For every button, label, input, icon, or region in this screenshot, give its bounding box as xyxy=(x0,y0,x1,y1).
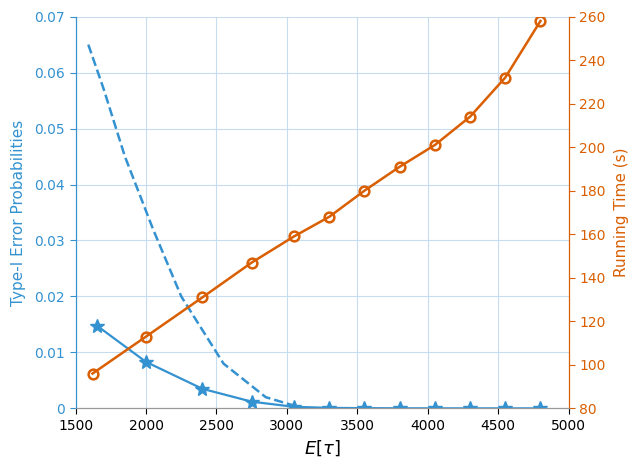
Y-axis label: Type-I Error Probabilities: Type-I Error Probabilities xyxy=(11,120,26,306)
X-axis label: $E[\tau]$: $E[\tau]$ xyxy=(304,439,340,458)
Y-axis label: Running Time (s): Running Time (s) xyxy=(614,148,629,277)
